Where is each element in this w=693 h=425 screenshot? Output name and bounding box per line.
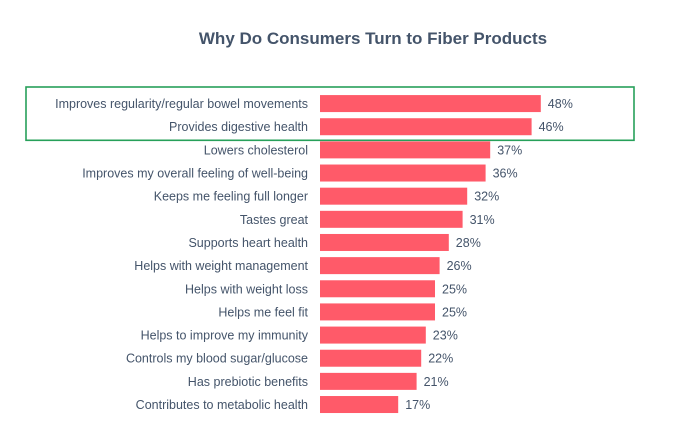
bar	[320, 210, 463, 228]
bar	[320, 326, 426, 344]
value-label: 26%	[447, 259, 472, 273]
category-label: Helps to improve my immunity	[141, 329, 309, 343]
bar	[320, 349, 422, 367]
value-label: 37%	[497, 143, 522, 157]
value-label: 36%	[493, 167, 518, 181]
category-label: Helps with weight loss	[185, 282, 308, 296]
value-label: 32%	[474, 190, 499, 204]
category-label: Helps with weight management	[134, 259, 308, 273]
category-label: Supports heart health	[188, 236, 308, 250]
category-label: Controls my blood sugar/glucose	[126, 352, 308, 366]
chart-title: Why Do Consumers Turn to Fiber Products	[198, 29, 548, 48]
value-label: 23%	[433, 329, 458, 343]
value-label: 28%	[456, 236, 481, 250]
value-label: 21%	[424, 375, 449, 389]
bar	[320, 257, 440, 275]
category-label: Tastes great	[240, 213, 309, 227]
bar	[320, 303, 435, 321]
value-label: 31%	[470, 213, 495, 227]
value-label: 25%	[442, 305, 467, 319]
category-label: Keeps me feeling full longer	[154, 190, 308, 204]
bar	[320, 95, 541, 113]
category-label: Helps me feel fit	[218, 305, 308, 319]
bar	[320, 233, 449, 251]
value-label: 22%	[428, 352, 453, 366]
category-label: Improves my overall feeling of well-bein…	[82, 167, 308, 181]
bar	[320, 372, 417, 390]
category-label: Contributes to metabolic health	[136, 398, 308, 412]
value-label: 48%	[548, 97, 573, 111]
bar	[320, 396, 399, 414]
bar	[320, 118, 532, 136]
bar	[320, 164, 486, 182]
bar	[320, 141, 491, 159]
highlight-box	[25, 86, 635, 142]
value-label: 17%	[405, 398, 430, 412]
category-label: Improves regularity/regular bowel moveme…	[55, 97, 308, 111]
category-label: Has prebiotic benefits	[188, 375, 308, 389]
bar	[320, 280, 435, 298]
value-label: 46%	[539, 120, 564, 134]
category-label: Provides digestive health	[169, 120, 308, 134]
value-label: 25%	[442, 282, 467, 296]
category-label: Lowers cholesterol	[204, 143, 308, 157]
bar	[320, 187, 468, 205]
